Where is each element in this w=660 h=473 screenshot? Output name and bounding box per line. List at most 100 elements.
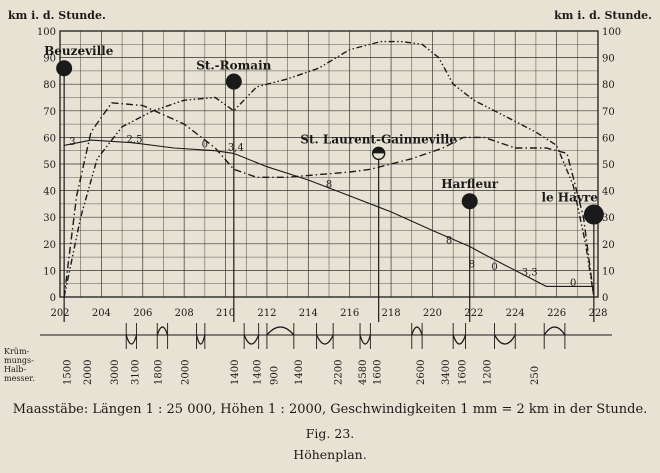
y-tick-label-right: 90 [602, 54, 615, 65]
y-tick-label-left: 90 [43, 54, 56, 65]
x-tick-label: 204 [92, 308, 111, 319]
station-marker [583, 204, 604, 225]
y-tick-label-left: 50 [43, 160, 56, 171]
curve-radii-label: messer. [4, 374, 35, 383]
curve-radii-label: Halb- [4, 365, 26, 374]
curve-arc [156, 326, 169, 336]
curve-radius-label: 1400 [253, 360, 264, 385]
gradient-label: 8 [446, 235, 452, 246]
y-tick-label-left: 80 [43, 80, 56, 91]
station-name: St. Laurent-Gainneville [300, 132, 457, 146]
y-tick-label-right: 50 [602, 160, 615, 171]
x-tick-label: 212 [257, 308, 276, 319]
curve-radii-label: mungs- [4, 356, 34, 365]
hoehenplan-chart: km i. d. Stunde. km i. d. Stunde. 0 0 10 10 20… [4, 9, 652, 385]
gradient-label: 3 [69, 137, 75, 148]
x-tick-label: 202 [50, 308, 69, 319]
x-tick-label: 224 [506, 308, 525, 319]
curve-radius-label: 900 [269, 366, 280, 385]
y-tick-label-right: 100 [602, 27, 621, 38]
curve-arc [266, 326, 295, 336]
plot-frame [59, 30, 599, 298]
curve-radius-label: 1400 [230, 360, 241, 385]
station-name: Beuzeville [44, 44, 114, 58]
y-axis-label-left: km i. d. Stunde. [8, 9, 106, 22]
y-tick-label-right: 10 [602, 266, 615, 277]
series-line-dash-dot-dot [63, 40, 595, 298]
y-tick-label-left: 100 [37, 27, 56, 38]
curve-radius-label: 2600 [416, 360, 427, 385]
curve-radius-label: 2000 [180, 360, 191, 385]
series-lines [63, 40, 595, 298]
station-marker-half [372, 147, 385, 154]
curve-arc [452, 334, 467, 345]
curve-arc [411, 326, 423, 336]
y-tick-label-left: 0 [50, 293, 56, 304]
y-tick-label-left: 40 [43, 187, 56, 198]
y-tick-label-right: 20 [602, 240, 615, 251]
gradient-label: 3,3 [522, 267, 538, 278]
gradient-label: 0 [570, 278, 576, 289]
gradient-label: 3,4 [228, 142, 244, 153]
grid [59, 30, 599, 298]
x-tick-label: 220 [423, 308, 442, 319]
y-tick-label-left: 30 [43, 213, 56, 224]
curve-arc [125, 334, 138, 345]
curve-radius-label: 3000 [110, 360, 121, 385]
x-tick-label: 218 [382, 308, 401, 319]
y-tick-label-right: 70 [602, 107, 615, 118]
figure-title: Höhenplan. [293, 447, 367, 462]
gradient-labels: 3 2,5 0 3,4 8 8 8 0 3,3 0 [69, 134, 576, 289]
curve-arc [543, 326, 566, 336]
y-tick-label-left: 70 [43, 107, 56, 118]
x-tick-label: 208 [175, 308, 194, 319]
curve-arc [493, 334, 516, 345]
axis-ticks: km i. d. Stunde. km i. d. Stunde. 0 0 10 10 20… [8, 9, 652, 319]
x-tick-label: 222 [464, 308, 483, 319]
station-marker [56, 60, 73, 77]
stations: Beuzeville St.-Romain St. Laurent-Gainnevi… [44, 44, 604, 322]
gradient-label: 2,5 [127, 134, 143, 145]
curve-radius-label: 1500 [62, 360, 73, 385]
curve-radius-label: 3100 [131, 360, 142, 385]
station-name: le Havre [541, 191, 598, 205]
plot-border [59, 30, 599, 298]
x-tick-label: 216 [340, 308, 359, 319]
y-tick-label-right: 0 [602, 293, 608, 304]
x-tick-label: 214 [299, 308, 318, 319]
curve-radius-label: 1600 [458, 360, 469, 385]
y-tick-label-right: 80 [602, 80, 615, 91]
x-tick-label: 210 [216, 308, 235, 319]
gradient-label: 8 [469, 259, 475, 270]
station-name: St.-Romain [196, 59, 271, 73]
curve-radius-label: 1200 [482, 360, 493, 385]
curve-arc [359, 334, 372, 345]
y-tick-label-right: 60 [602, 133, 615, 144]
curve-radii-label: Krüm- [4, 347, 30, 356]
station-marker [225, 73, 242, 90]
scales-caption: Maasstäbe: Längen 1 : 25 000, Höhen 1 : … [12, 402, 648, 417]
y-tick-label-right: 30 [602, 213, 615, 224]
curve-radius-label: 3400 [441, 360, 452, 385]
station-name: Harfleur [441, 177, 499, 191]
curve-arc [315, 334, 334, 345]
gradient-label: 0 [202, 140, 208, 151]
y-tick-label-left: 10 [43, 266, 56, 277]
curve-radius-label: 1800 [153, 360, 164, 385]
x-tick-label: 228 [588, 308, 607, 319]
station-marker [461, 193, 478, 210]
curve-arc [243, 334, 260, 345]
y-tick-label-left: 20 [43, 240, 56, 251]
curve-radius-label: 2000 [83, 360, 94, 385]
gradient-label: 0 [491, 262, 497, 273]
curve-radius-label: 1600 [373, 360, 384, 385]
figure-number: Fig. 23. [305, 426, 355, 441]
curve-arc [195, 334, 206, 345]
curve-radius-label: 4580 [358, 360, 369, 385]
curve-radius-label: 1400 [294, 360, 305, 385]
x-tick-label: 206 [133, 308, 152, 319]
curve-radius-label: 2200 [333, 360, 344, 385]
curvature-strip: Krüm-mungs-Halb-messer. 1500 2000 3000 3100 1… [4, 323, 612, 385]
gradient-label: 8 [326, 180, 332, 191]
